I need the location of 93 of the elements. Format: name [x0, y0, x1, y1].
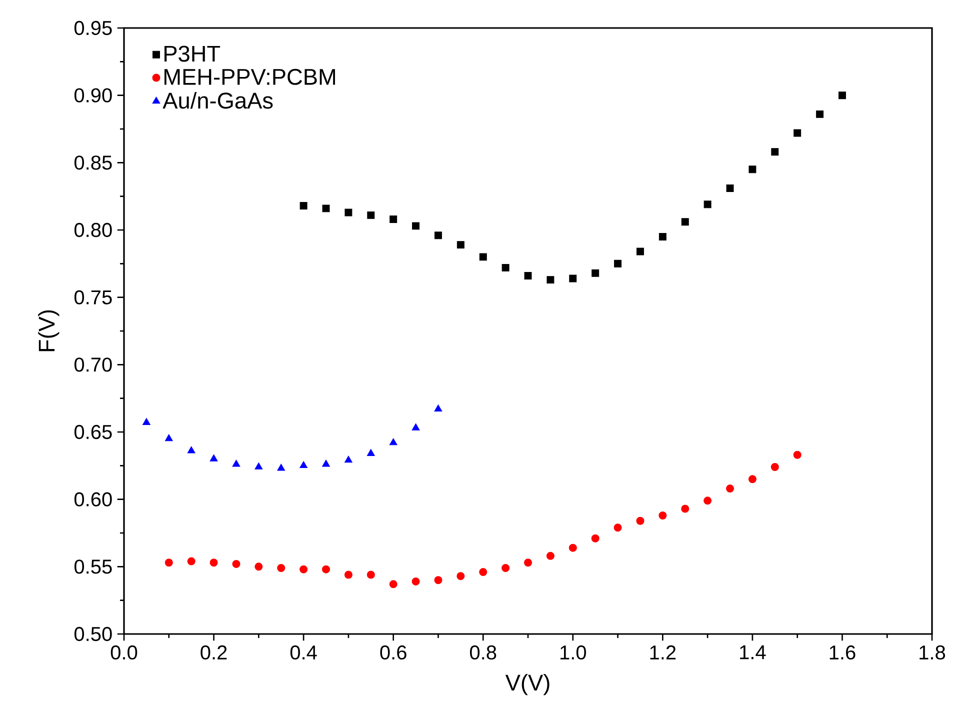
point: [390, 215, 398, 223]
y-tick-label: 0.70: [74, 358, 112, 372]
point: [300, 565, 308, 574]
y-tick-label: 0.85: [74, 156, 112, 170]
point: [322, 565, 330, 574]
point: [479, 568, 488, 576]
point: [748, 475, 756, 484]
point: [187, 557, 196, 566]
x-tick-label: 0.6: [380, 645, 406, 660]
point: [479, 253, 487, 261]
x-tick-label: 1.8: [920, 645, 946, 660]
y-tick-label: 0.65: [74, 424, 112, 440]
point: [793, 450, 802, 459]
y-tick-label: 0.60: [74, 492, 112, 506]
y-tick-label: 0.95: [74, 20, 112, 36]
point: [591, 534, 600, 542]
x-tick-label: 1.6: [830, 645, 856, 660]
point: [569, 274, 577, 282]
point: [210, 558, 218, 567]
point: [456, 572, 465, 580]
point: [524, 272, 532, 280]
y-tick-label: 0.75: [74, 290, 112, 304]
point: [636, 248, 644, 256]
point: [254, 562, 263, 571]
x-tick-label: 0.8: [470, 645, 496, 660]
point: [389, 580, 398, 588]
y-tick-label: 0.50: [74, 626, 112, 642]
point: [322, 460, 330, 467]
point: [254, 462, 263, 470]
point: [389, 438, 398, 446]
point: [434, 232, 442, 240]
point: [232, 560, 240, 568]
point: [232, 460, 240, 467]
x-tick-label: 0.4: [290, 645, 317, 660]
point: [412, 222, 420, 230]
x-tick-label: 0.0: [110, 645, 138, 660]
point: [187, 446, 196, 454]
point: [838, 92, 846, 100]
point: [704, 200, 712, 208]
point: [502, 564, 510, 572]
point: [344, 208, 352, 216]
legend-label: MEH-PPV:PCBM: [164, 68, 335, 85]
point: [300, 461, 308, 468]
point: [366, 449, 375, 456]
point: [748, 166, 756, 174]
point: [412, 577, 420, 586]
point: [546, 276, 554, 284]
point: [412, 423, 420, 430]
point: [726, 184, 734, 192]
legend-label: P3HT: [164, 46, 220, 62]
point: [726, 484, 734, 493]
point: [164, 434, 173, 442]
x-tick-label: 0.2: [200, 645, 227, 660]
point: [164, 558, 173, 567]
point: [322, 204, 330, 212]
point: [704, 496, 712, 505]
point: [367, 211, 375, 219]
point: [816, 110, 824, 118]
legend-label: Au/n-GaAs: [162, 92, 273, 109]
x-tick-label: 1.2: [650, 645, 676, 660]
point: [300, 202, 308, 210]
point: [614, 260, 622, 268]
x-tick-label: 1.4: [740, 645, 766, 660]
y-tick-label: 0.90: [74, 88, 112, 102]
point: [277, 564, 286, 572]
y-tick-label: 0.80: [74, 222, 112, 238]
point: [524, 558, 532, 567]
point: [681, 504, 690, 513]
point: [658, 232, 666, 240]
point: [546, 552, 554, 560]
point: [636, 516, 644, 525]
point: [794, 129, 802, 137]
point: [568, 544, 577, 552]
y-tick-label: 0.55: [74, 560, 112, 574]
point: [366, 570, 375, 579]
point: [434, 576, 442, 584]
point: [614, 524, 622, 532]
point: [456, 241, 464, 249]
point: [658, 511, 667, 520]
point: [344, 570, 352, 579]
point: [770, 463, 779, 472]
point: [142, 418, 150, 425]
point: [344, 456, 352, 463]
x-axis-title: V(V): [505, 674, 550, 696]
point: [434, 404, 442, 412]
point: [592, 269, 600, 277]
point: [502, 264, 510, 272]
point: [771, 148, 779, 156]
point: [210, 454, 218, 462]
point: [277, 464, 286, 471]
x-tick-label: 1.0: [560, 645, 586, 660]
point: [681, 218, 689, 226]
y-axis-title: F(V): [38, 310, 60, 352]
